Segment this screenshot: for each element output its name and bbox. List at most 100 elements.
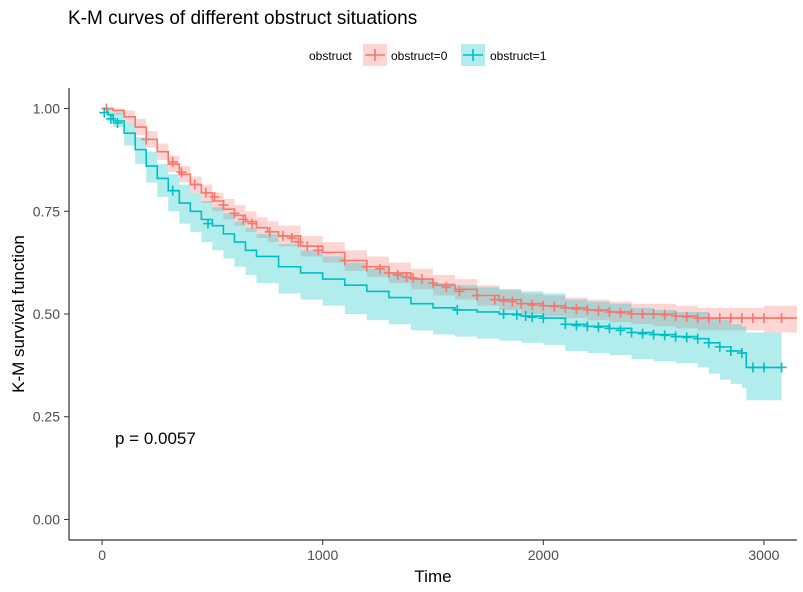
censor-mark xyxy=(582,321,593,332)
censor-mark xyxy=(277,230,288,241)
censor-mark xyxy=(758,362,769,373)
censor-mark xyxy=(408,272,419,283)
x-axis-title: Time xyxy=(414,567,451,586)
censor-mark xyxy=(571,304,582,315)
censor-mark xyxy=(776,362,787,373)
censor-mark xyxy=(593,305,604,316)
censor-mark xyxy=(498,295,509,306)
censor-mark xyxy=(626,309,637,319)
censor-mark xyxy=(401,272,412,283)
y-axis-ticks: 0.00 0.25 0.50 0.75 1.00 xyxy=(33,101,69,527)
censor-mark xyxy=(538,313,549,324)
censor-mark xyxy=(247,218,258,229)
censor-mark xyxy=(441,282,452,293)
censor-mark xyxy=(293,237,304,248)
censor-mark xyxy=(747,362,758,373)
y-tick-label: 0.25 xyxy=(33,409,60,425)
censor-mark xyxy=(520,311,531,322)
censor-mark xyxy=(472,290,483,301)
y-tick-label: 1.00 xyxy=(33,101,60,117)
x-axis-ticks: 0 1000 2000 3000 xyxy=(98,540,780,563)
censor-mark xyxy=(229,208,240,219)
censor-mark xyxy=(776,313,787,324)
censor-mark xyxy=(571,320,582,331)
censor-mark xyxy=(489,294,500,305)
survival-curve-1 xyxy=(102,107,782,369)
x-tick-label: 0 xyxy=(98,547,106,563)
censor-mark xyxy=(141,134,152,145)
censor-mark xyxy=(209,191,220,202)
x-tick-label: 3000 xyxy=(748,547,779,563)
censor-mark xyxy=(176,167,187,178)
censor-mark xyxy=(560,302,571,313)
censor-mark xyxy=(416,274,427,285)
chart-title: K-M curves of different obstruct situati… xyxy=(68,8,417,29)
censor-mark xyxy=(637,309,648,319)
censor-mark xyxy=(681,311,692,322)
confidence-band-1 xyxy=(102,108,782,401)
censor-mark xyxy=(648,309,659,319)
y-tick-label: 0.50 xyxy=(33,306,60,322)
censor-mark xyxy=(604,306,615,317)
censor-mark xyxy=(383,267,394,278)
censor-mark xyxy=(670,311,681,322)
censor-mark xyxy=(112,117,123,128)
censor-mark xyxy=(736,313,747,324)
censor-mark xyxy=(747,313,758,324)
censor-mark xyxy=(626,327,637,338)
censor-mark xyxy=(560,319,571,330)
censor-mark xyxy=(339,255,350,266)
censor-mark xyxy=(725,345,736,356)
censor-mark xyxy=(527,312,538,323)
censor-mark xyxy=(615,325,626,336)
censor-mark xyxy=(692,333,703,344)
censor-mark xyxy=(167,156,178,167)
censor-mark xyxy=(604,323,615,334)
censor-mark xyxy=(498,309,509,319)
censor-mark xyxy=(582,304,593,315)
censor-mark xyxy=(659,330,670,341)
y-axis-title: K-M survival function xyxy=(9,235,28,393)
censor-mark xyxy=(202,218,213,229)
y-tick-label: 0.75 xyxy=(33,203,60,219)
censor-mark xyxy=(264,226,275,237)
censor-mark xyxy=(703,337,714,348)
censor-mark xyxy=(725,313,736,324)
censor-mark xyxy=(302,241,313,252)
censor-mark xyxy=(452,304,463,315)
y-tick-label: 0.00 xyxy=(33,511,60,527)
censor-mark xyxy=(758,313,769,324)
censor-mark xyxy=(549,301,560,312)
censor-mark xyxy=(428,278,438,289)
legend-item: obstruct=0 xyxy=(363,44,448,66)
censor-mark xyxy=(507,296,518,307)
plot-area xyxy=(99,103,797,401)
censor-mark xyxy=(99,107,110,118)
censor-mark xyxy=(593,322,604,333)
censor-mark xyxy=(692,313,703,324)
censor-mark xyxy=(670,331,681,342)
censor-mark xyxy=(538,300,549,311)
censor-mark xyxy=(714,313,725,324)
legend-label: obstruct=1 xyxy=(490,49,547,63)
censor-mark xyxy=(637,328,648,339)
censor-mark xyxy=(736,348,747,359)
censor-mark xyxy=(286,232,297,243)
censor-mark xyxy=(511,309,522,320)
x-tick-label: 1000 xyxy=(307,547,338,563)
censor-mark xyxy=(313,245,324,256)
p-value-annotation: p = 0.0057 xyxy=(115,429,196,448)
censor-mark xyxy=(703,313,714,324)
censor-mark xyxy=(527,299,538,310)
legend: obstruct obstruct=0 obstruct=1 xyxy=(309,44,547,66)
censor-mark xyxy=(361,261,372,272)
x-tick-label: 2000 xyxy=(528,547,559,563)
legend-title: obstruct xyxy=(309,49,352,63)
censor-mark xyxy=(454,286,465,297)
legend-item: obstruct=1 xyxy=(461,44,547,66)
censor-mark xyxy=(681,332,692,343)
censor-mark xyxy=(200,187,211,198)
censor-mark xyxy=(648,329,659,340)
censor-mark xyxy=(516,298,527,309)
